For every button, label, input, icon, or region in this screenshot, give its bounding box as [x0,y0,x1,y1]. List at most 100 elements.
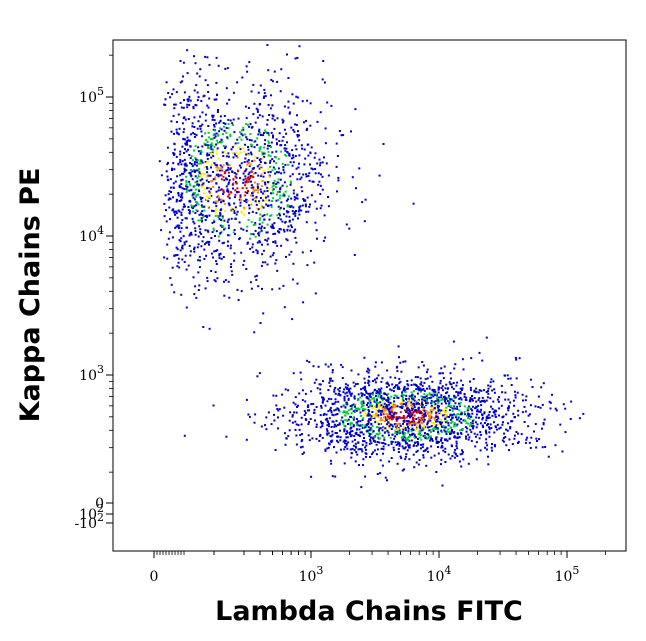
event-dot [276,244,279,247]
event-dot [328,423,330,425]
event-dot [387,397,390,399]
event-dot [198,183,201,186]
event-dot [487,387,490,390]
event-dot [248,61,251,64]
event-dot [239,151,242,154]
event-dot [397,447,400,450]
event-dot [416,422,419,425]
event-dot [193,116,196,119]
event-dot [344,446,347,448]
event-dot [348,388,351,391]
event-dot [368,369,371,372]
event-dot [197,169,200,172]
event-dot [376,397,378,400]
event-dot [243,150,246,153]
event-dot [226,163,229,166]
event-dot [313,411,316,414]
event-dot [297,404,299,407]
event-dot [214,211,217,214]
event-dot [501,439,504,442]
event-dot [251,210,254,213]
event-dot [270,78,273,81]
event-dot [468,417,471,420]
event-dot [445,406,448,409]
event-dot [330,363,332,366]
event-dot [181,145,184,148]
event-dot [436,442,439,445]
event-dot [221,224,224,227]
event-dot [186,103,189,106]
event-dot [371,393,374,396]
event-dot [385,413,388,416]
event-dot [493,431,496,434]
event-dot [210,166,212,169]
event-dot [422,408,425,411]
event-dot [434,404,436,407]
event-dot [186,98,189,101]
event-dot [318,435,321,437]
event-dot [303,163,306,166]
event-dot [421,418,424,421]
event-dot [171,169,173,171]
event-dot [454,453,457,456]
event-dot [262,157,264,160]
event-dot [335,425,338,428]
event-dot [361,394,363,397]
event-dot [256,110,259,113]
event-dot [201,197,204,199]
event-dot [411,424,414,427]
event-dot [452,400,455,402]
event-dot [411,399,414,402]
event-dot [267,103,270,106]
event-dot [209,138,212,141]
event-dot [321,175,324,178]
event-dot [295,443,298,446]
event-dot [211,231,214,234]
event-dot [263,95,266,98]
event-dot [175,212,178,215]
event-dot [234,217,237,220]
event-dot [507,377,510,380]
event-dot [475,416,478,419]
event-dot [381,434,384,437]
event-dot [374,378,377,381]
event-dot [399,424,402,427]
event-dot [364,412,367,415]
event-dot [406,449,409,452]
event-dot [207,125,210,127]
event-dot [173,254,176,257]
event-dot [246,192,249,194]
event-dot [349,405,352,408]
event-dot [465,437,468,440]
event-dot [425,402,427,405]
event-dot [189,200,192,203]
event-dot [440,429,443,432]
event-dot [193,55,195,58]
event-dot [402,403,405,405]
event-dot [369,405,372,408]
event-dot [273,184,276,187]
event-dot [417,402,419,405]
event-dot [260,225,263,228]
event-dot [308,179,311,182]
event-dot [172,186,175,189]
event-dot [271,225,274,228]
event-dot [257,91,260,94]
event-dot [191,170,194,173]
event-dot [366,367,369,370]
event-dot [220,141,223,144]
event-dot [175,155,178,158]
event-dot [542,382,545,385]
event-dot [271,104,274,107]
event-dot [158,160,161,163]
event-dot [165,220,168,223]
event-dot [412,202,415,205]
event-dot [521,393,524,396]
event-dot [337,409,340,412]
event-dot [347,398,350,401]
event-dot [398,386,400,389]
event-dot [309,102,312,105]
event-dot [347,412,350,415]
event-dot [295,123,298,126]
event-dot [426,368,429,371]
